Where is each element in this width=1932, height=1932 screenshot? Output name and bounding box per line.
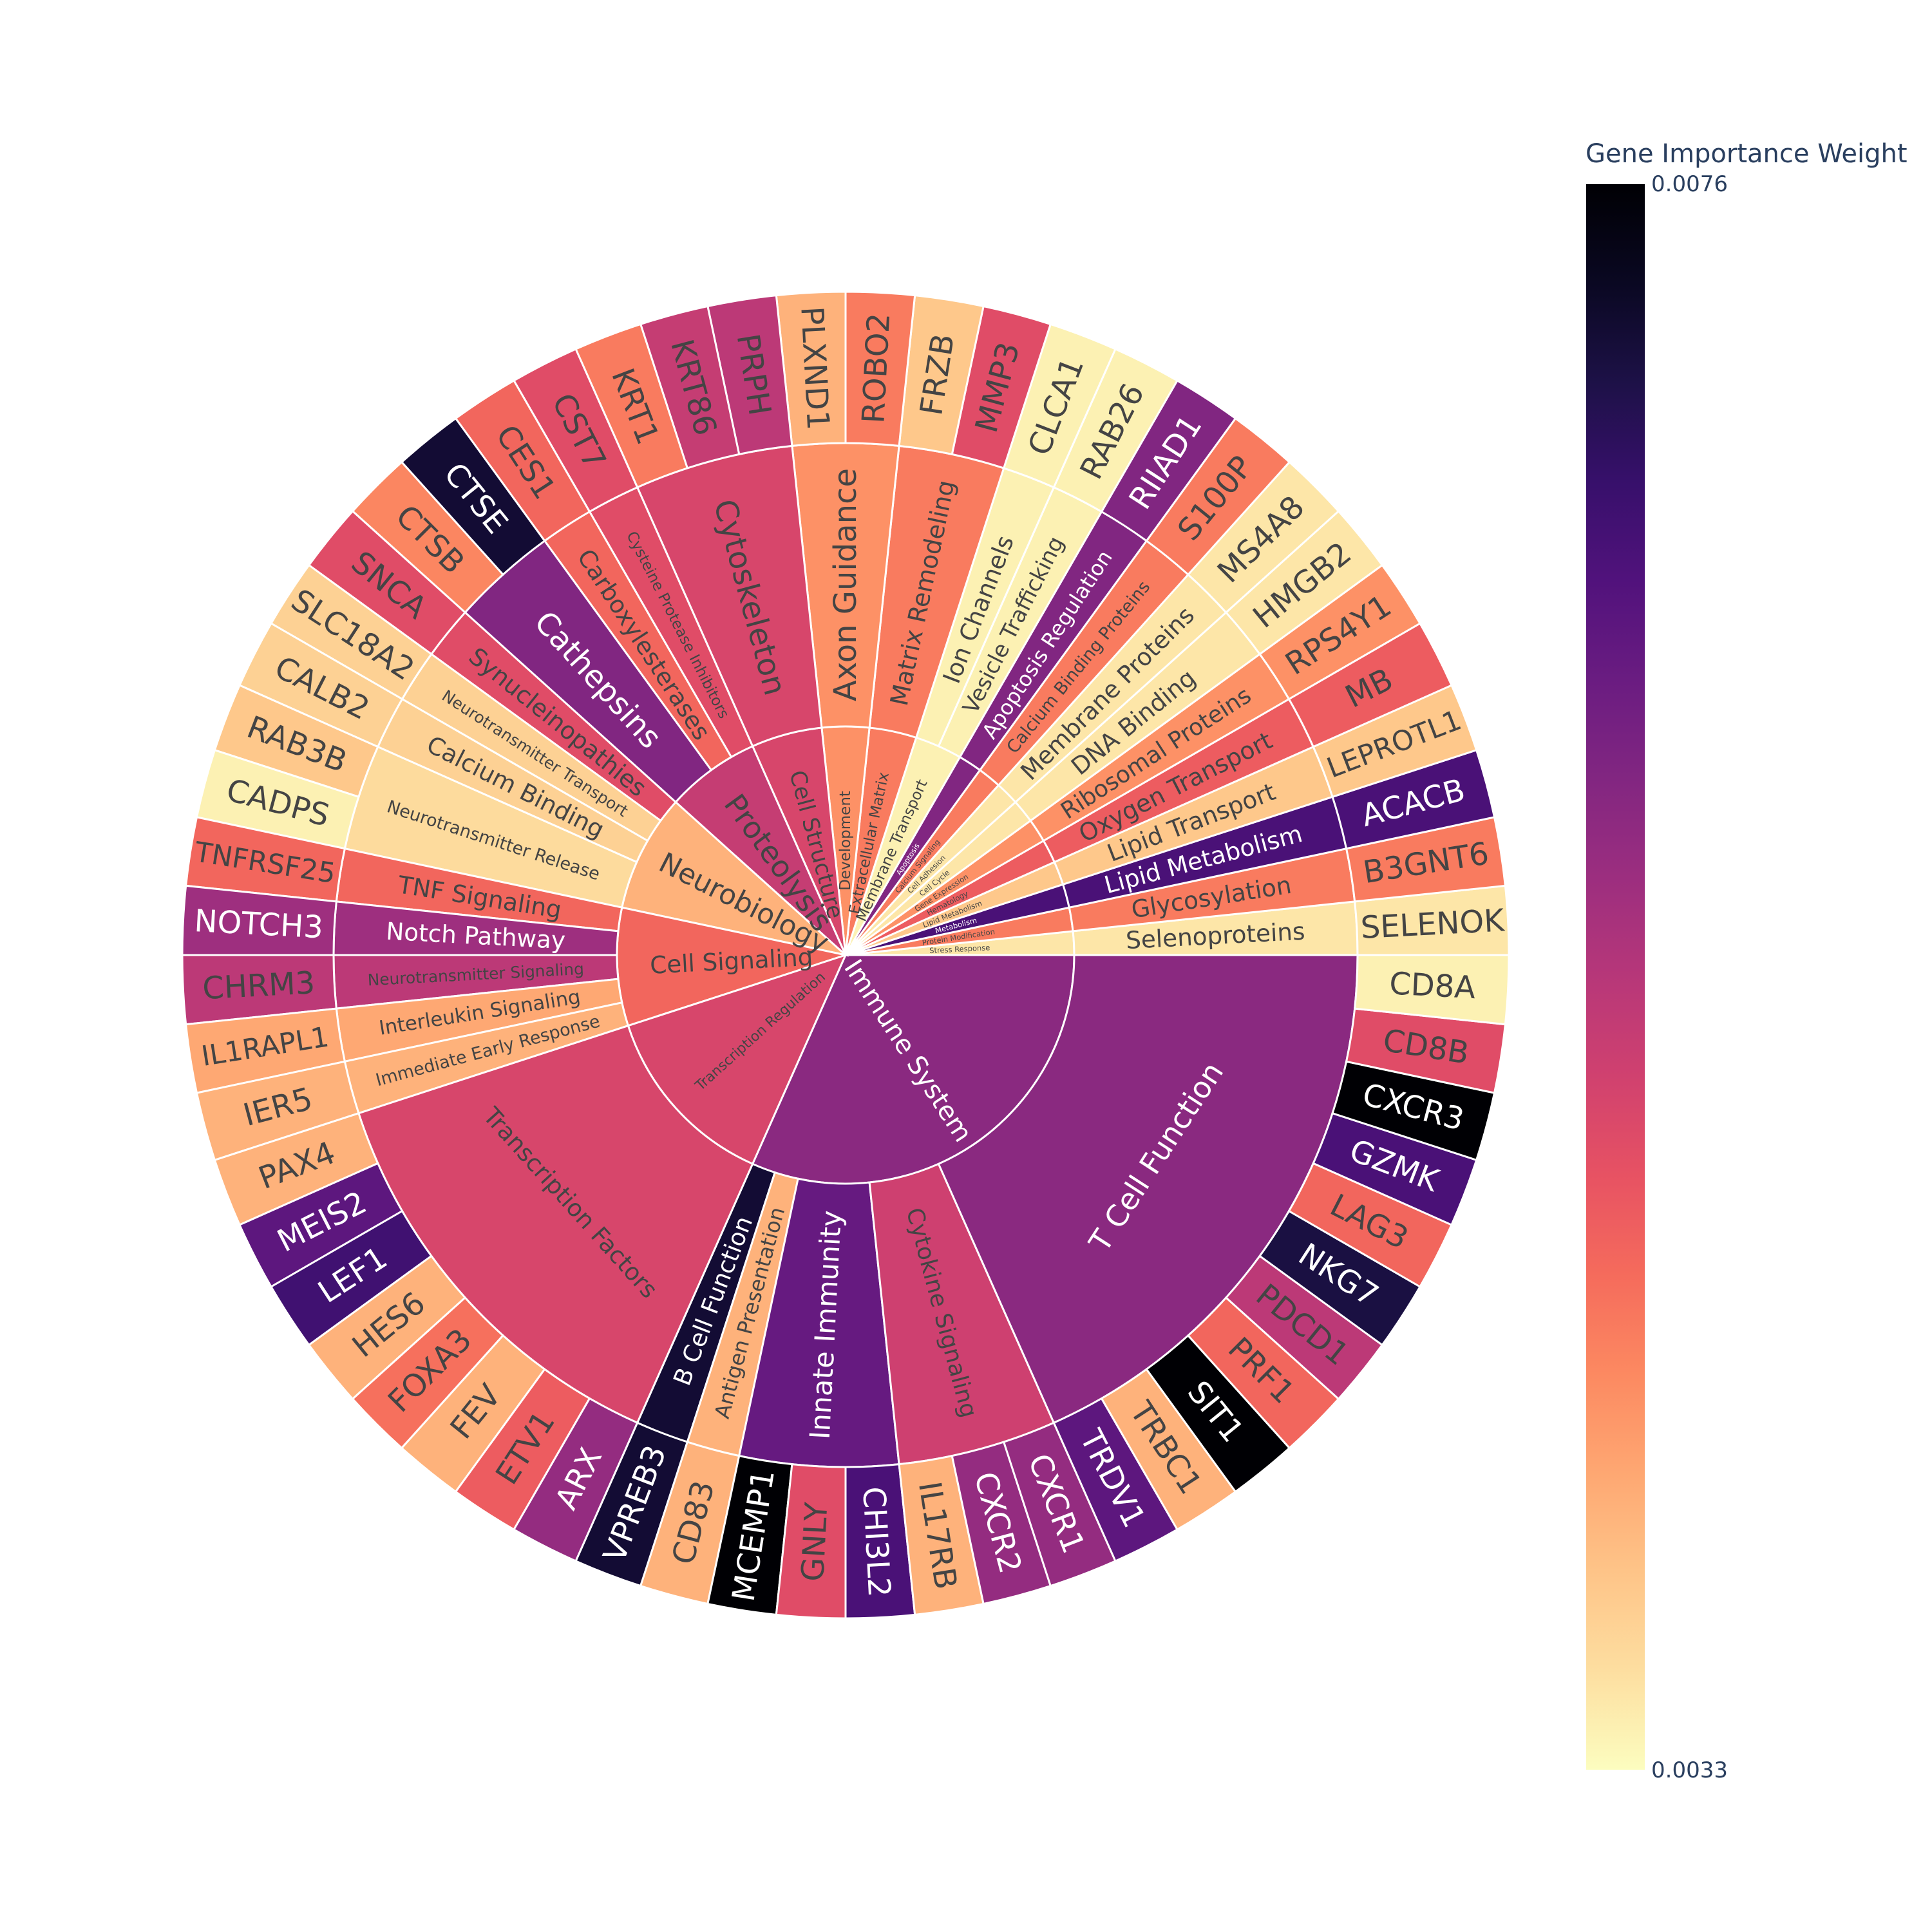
colorbar-gradient <box>1586 184 1645 1770</box>
colorbar-title: Gene Importance Weight <box>1586 139 1908 169</box>
label-chrm3: CHRM3 <box>202 965 316 1007</box>
label-plxnd1: PLXND1 <box>793 305 836 431</box>
label-chi3l2: CHI3L2 <box>855 1486 897 1598</box>
colorbar-min-label: 0.0033 <box>1651 1757 1728 1783</box>
label-axon-guidance: Axon Guidance <box>828 468 864 701</box>
label-stress-response: Stress Response <box>929 943 990 955</box>
segment-arx[interactable] <box>512 1397 639 1562</box>
label-notch3: NOTCH3 <box>193 903 324 945</box>
label-cd8a: CD8A <box>1388 965 1477 1006</box>
label-gnly: GNLY <box>795 1501 835 1582</box>
sunburst-rings <box>181 290 1510 1620</box>
colorbar: Gene Importance Weight 0.0076 0.0033 <box>1586 139 1908 1783</box>
label-robo2: ROBO2 <box>855 312 897 424</box>
label-selenok: SELENOK <box>1359 902 1506 946</box>
label-development: Development <box>837 791 854 891</box>
colorbar-max-label: 0.0076 <box>1651 171 1728 197</box>
